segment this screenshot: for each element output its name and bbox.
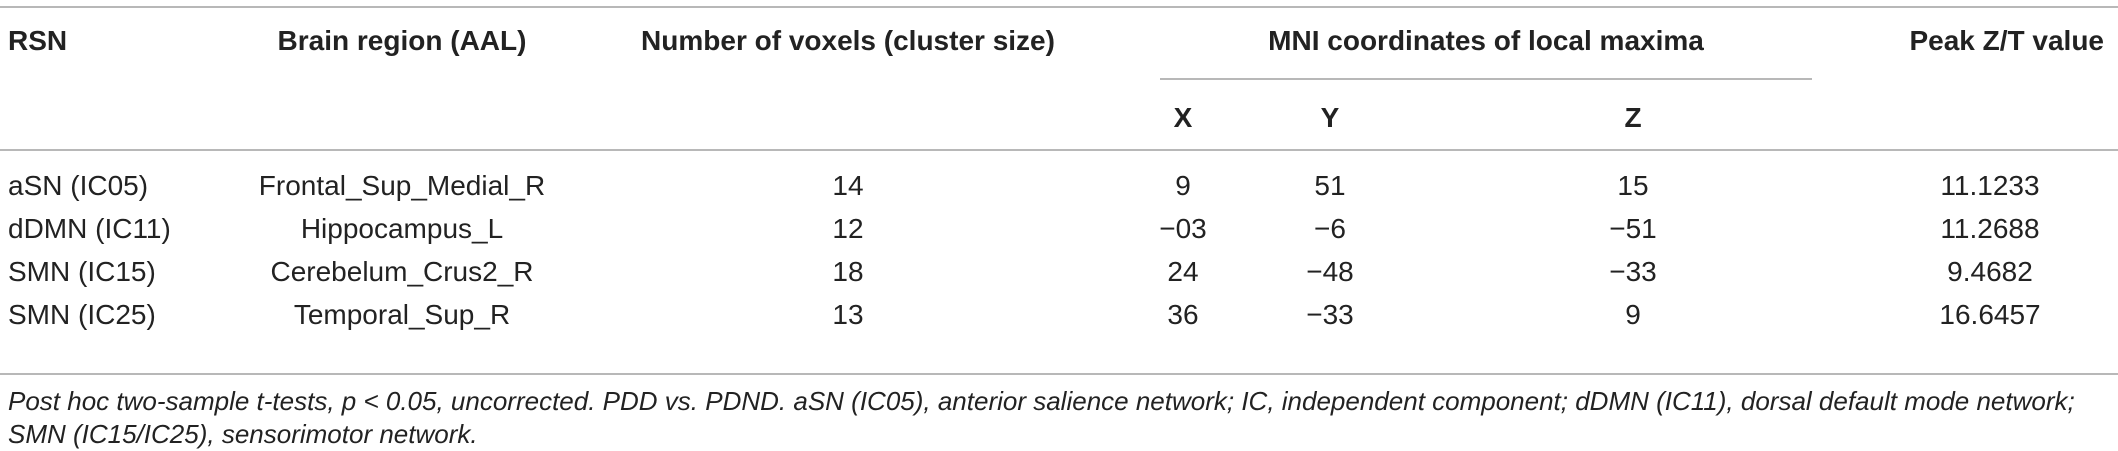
cell-z: −51 [1609, 213, 1657, 244]
cell-voxels: 14 [832, 170, 864, 201]
cell-x: 36 [1167, 299, 1199, 330]
header-bottom-rule [0, 149, 2118, 151]
cell-voxels: 13 [832, 299, 864, 330]
cell-rsn: aSN (IC05) [8, 170, 149, 201]
cell-peak: 11.2688 [1940, 213, 2040, 244]
header-x: X [1173, 102, 1193, 133]
cell-region: Temporal_Sup_R [293, 299, 511, 330]
cell-z: 9 [1625, 299, 1641, 330]
header-voxels: Number of voxels (cluster size) [641, 25, 1055, 56]
cell-y: −6 [1314, 213, 1346, 244]
cell-y: −48 [1306, 256, 1354, 287]
cell-region: Frontal_Sup_Medial_R [258, 170, 546, 201]
cell-region: Hippocampus_L [300, 213, 504, 244]
cell-voxels: 12 [832, 213, 864, 244]
cell-x: 24 [1167, 256, 1199, 287]
cell-peak: 16.6457 [1939, 299, 2041, 330]
cell-z: 15 [1617, 170, 1649, 201]
cell-rsn: SMN (IC25) [8, 299, 156, 330]
cell-peak: 9.4682 [1947, 256, 2033, 287]
cell-x: −03 [1159, 213, 1207, 244]
header-mni-coordinates: MNI coordinates of local maxima [1268, 25, 1704, 56]
cell-z: −33 [1609, 256, 1657, 287]
cell-region: Cerebelum_Crus2_R [270, 256, 534, 287]
cell-voxels: 18 [832, 256, 864, 287]
header-z: Z [1624, 102, 1642, 133]
cell-x: 9 [1175, 170, 1191, 201]
header-rsn: RSN [8, 25, 68, 56]
cell-rsn: dDMN (IC11) [8, 213, 171, 244]
results-table: RSN Brain region (AAL) Number of voxels … [0, 6, 2118, 449]
cell-peak: 11.1233 [1940, 170, 2040, 201]
header-y: Y [1320, 102, 1340, 133]
cell-y: 51 [1314, 170, 1346, 201]
header-brain-region: Brain region (AAL) [277, 25, 527, 56]
table-top-rule [0, 6, 2118, 8]
cell-rsn: SMN (IC15) [8, 256, 156, 287]
header-peak-value: Peak Z/T value [1909, 25, 2104, 56]
table-footnote: Post hoc two-sample t-tests, p < 0.05, u… [8, 386, 2075, 449]
cell-y: −33 [1306, 299, 1354, 330]
mni-subheader-rule [1160, 78, 1812, 80]
table-bottom-rule [0, 373, 2118, 375]
